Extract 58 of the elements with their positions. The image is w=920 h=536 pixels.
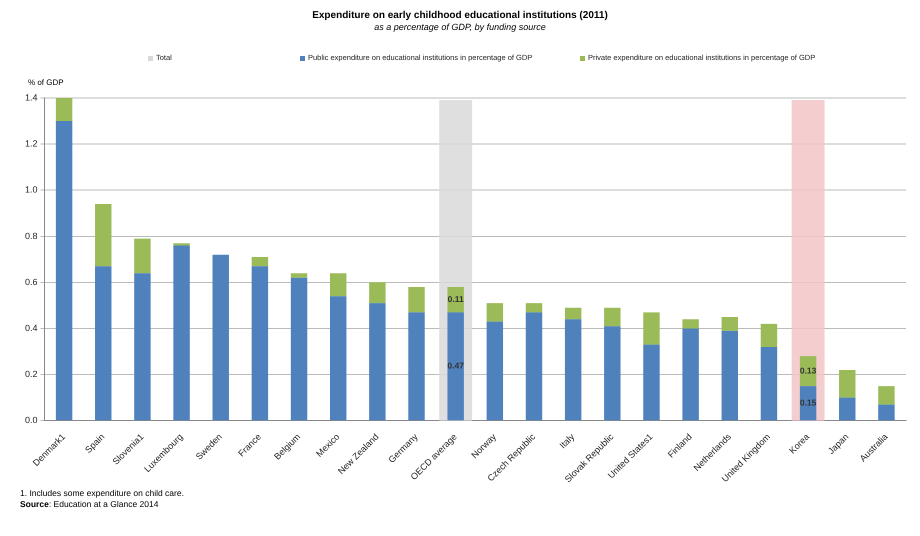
bar bbox=[252, 257, 268, 266]
bar bbox=[526, 303, 542, 312]
source-note: Source: Education at a Glance 2014 bbox=[20, 499, 160, 510]
y-tick-label: 1.4 bbox=[24, 92, 38, 102]
bar bbox=[526, 312, 542, 420]
bar bbox=[722, 330, 738, 420]
y-tick-label: 0.6 bbox=[24, 276, 38, 287]
bar bbox=[486, 303, 504, 322]
y-tick-label: 0.8 bbox=[24, 230, 38, 241]
chart-subtitle: as a percentage of GDP, by funding source bbox=[373, 22, 547, 32]
bar bbox=[643, 312, 660, 345]
bar bbox=[878, 386, 895, 405]
bar bbox=[173, 246, 190, 420]
bar bbox=[252, 266, 268, 420]
bar bbox=[878, 404, 895, 420]
bar bbox=[839, 398, 856, 420]
bar bbox=[173, 243, 190, 246]
bar bbox=[486, 322, 504, 420]
bar bbox=[369, 303, 386, 420]
bar bbox=[722, 316, 738, 331]
bar bbox=[134, 273, 151, 420]
y-tick-label: 0.0 bbox=[24, 415, 38, 426]
bar bbox=[56, 98, 72, 122]
bar bbox=[212, 254, 229, 420]
data-label: 0.47 bbox=[447, 360, 464, 371]
y-tick-label: 0.2 bbox=[24, 369, 38, 380]
bar bbox=[290, 273, 308, 278]
bar bbox=[330, 296, 346, 420]
x-tick-label: Italy bbox=[558, 431, 577, 450]
bar bbox=[95, 266, 112, 420]
data-label: 0.13 bbox=[800, 366, 817, 376]
bar bbox=[290, 278, 308, 420]
bar bbox=[760, 324, 778, 347]
bar bbox=[447, 312, 464, 420]
y-tick-label: 0.4 bbox=[24, 323, 38, 334]
data-label: 0.15 bbox=[800, 398, 817, 408]
bar bbox=[56, 121, 72, 420]
bar bbox=[564, 319, 582, 420]
y-tick-label: 1.2 bbox=[24, 138, 38, 149]
bar bbox=[604, 326, 621, 420]
bar bbox=[408, 312, 425, 420]
data-label: 0.11 bbox=[448, 294, 464, 304]
y-axis-title: % of GDP bbox=[28, 78, 64, 87]
bar bbox=[95, 204, 112, 266]
bar bbox=[682, 319, 699, 329]
bar bbox=[134, 238, 151, 274]
bar bbox=[564, 308, 582, 320]
chart-title: Expenditure on early childhood educational institutions (2011) bbox=[311, 10, 609, 21]
y-tick-label: 1.0 bbox=[24, 184, 38, 195]
bar bbox=[760, 346, 778, 420]
bar bbox=[369, 282, 386, 304]
bar bbox=[330, 273, 346, 296]
bar bbox=[839, 370, 856, 398]
bar bbox=[408, 287, 425, 312]
bar bbox=[682, 328, 699, 420]
bar bbox=[643, 344, 660, 420]
text: 1. Includes some expenditure on child care. bbox=[20, 488, 184, 499]
bar bbox=[604, 308, 621, 326]
